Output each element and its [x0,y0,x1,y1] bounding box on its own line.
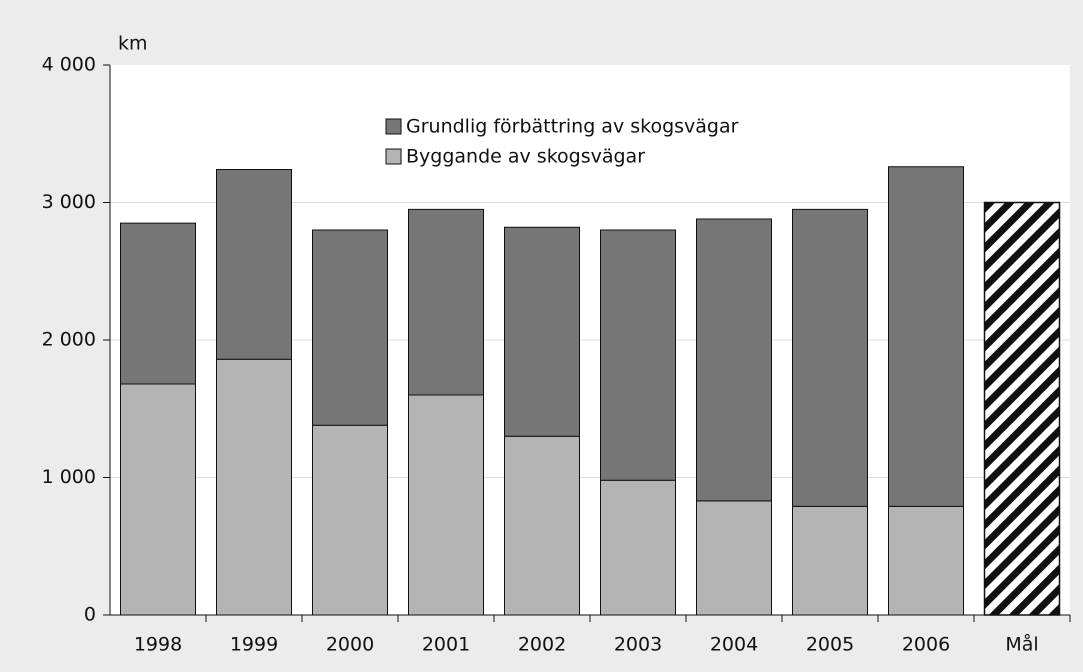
x-tick-label: 2002 [518,634,566,656]
bar-segment [120,222,196,385]
x-tick-label: 2000 [326,634,374,656]
bar-segment [312,229,388,426]
bar-segment [408,394,484,616]
x-tick-label: 1999 [230,634,278,656]
bar-segment [792,208,868,507]
legend-swatch [385,148,402,165]
x-tick-label: 2003 [614,634,662,656]
bar-segment [504,435,580,616]
bar-segment [216,169,292,360]
bar-segment [408,208,484,396]
x-tick-label: 2004 [710,634,758,656]
legend-label: Byggande av skogsvägar [406,146,645,168]
bar-segment [312,424,388,616]
bar-segment [504,226,580,437]
target-bar [983,201,1061,616]
y-tick-label: 2 000 [42,329,96,351]
bar-segment [600,229,676,481]
bar-segment [792,505,868,616]
bar-segment [888,166,964,507]
bar-segment [696,500,772,616]
bar-segment [120,383,196,616]
y-tick-label: 0 [84,604,96,626]
x-tick-label: 2001 [422,634,470,656]
bar-segment [696,218,772,502]
bar-segment [600,479,676,616]
y-tick-label: 3 000 [42,191,96,213]
y-tick-label: 1 000 [42,466,96,488]
y-tick-label: 4 000 [42,54,96,76]
x-tick-label: 2005 [806,634,854,656]
bar-segment [888,505,964,616]
bar-segment [216,358,292,616]
legend-label: Grundlig förbättring av skogsvägar [406,116,739,138]
x-tick-label: Mål [1005,633,1038,656]
x-tick-label: 2006 [902,634,950,656]
x-tick-label: 1998 [134,634,182,656]
legend-swatch [385,118,402,135]
y-axis-label: km [118,33,148,55]
